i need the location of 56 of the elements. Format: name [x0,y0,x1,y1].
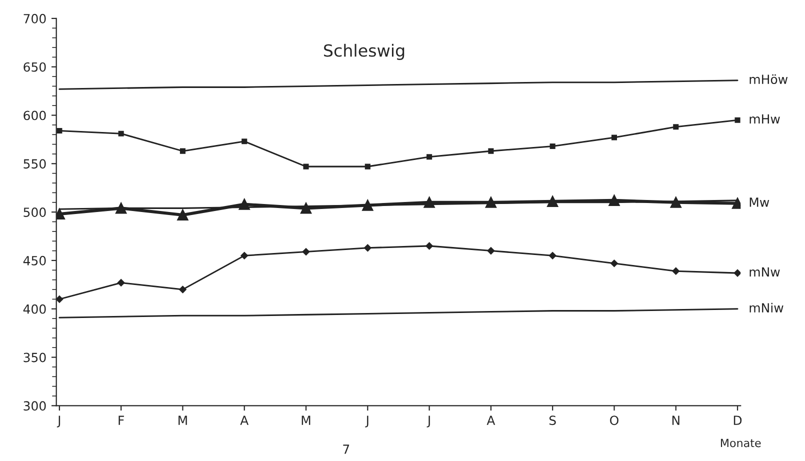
point [240,252,248,260]
series-label: Mw [750,198,770,207]
point [611,134,618,140]
y-tick-label: 600 [24,110,46,120]
y-tick-label: 500 [24,208,46,217]
x-tick-label: D [734,416,742,425]
series-label: mNw [750,267,780,276]
x-tick-label: F [118,416,124,425]
point [177,209,188,221]
point [180,148,186,154]
x-tick-label: J [426,416,430,428]
x-tick-label: O [610,416,618,426]
text: 7 [343,444,350,454]
point [179,286,186,294]
point [362,200,374,211]
series-label: mNiw [750,302,784,312]
x-tick-label: A [486,416,496,425]
y-tick-label: 300 [24,401,46,411]
point [548,252,556,260]
x-tick-label: M [302,416,310,425]
point [610,260,618,268]
point [670,196,682,208]
point [56,296,64,303]
x-tick-label: M [178,416,187,425]
x-tick-label: A [240,416,249,425]
point [364,244,372,252]
x-tick-label: J [56,416,60,428]
point [673,124,679,130]
point [302,248,310,256]
series-label: mHöw [750,74,788,84]
x-tick-label: J [365,416,368,428]
point [56,128,62,134]
point [734,117,740,123]
x-axis-title: Monate [720,438,761,448]
y-tick-label: 700 [24,14,46,24]
point [734,269,741,277]
y-tick-label: 400 [23,304,46,314]
point [487,247,495,254]
point [303,164,309,170]
point [117,279,125,286]
point [672,267,680,275]
y-tick-label: 550 [24,159,46,169]
point [426,242,433,250]
point [426,154,432,160]
x-tick-label: S [549,416,556,426]
y-tick-label: 450 [23,256,46,266]
point [488,148,494,154]
point [118,130,124,136]
point [364,164,370,170]
x-tick-label: N [672,416,680,425]
y-tick-label: 350 [24,352,46,362]
point [242,138,248,144]
point [550,143,556,150]
y-tick-label: 650 [24,62,46,72]
series-label: mHw [750,114,780,124]
text: Schleswig [324,44,404,60]
